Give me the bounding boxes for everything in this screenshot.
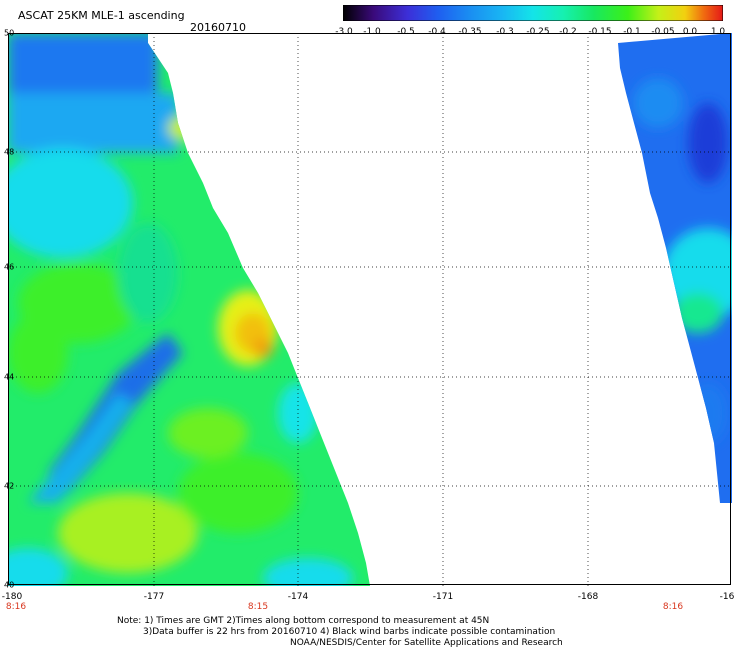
product-title: ASCAT 25KM MLE-1 ascending	[18, 9, 185, 22]
lon-label: -168	[577, 592, 599, 602]
colorbar-tick: -3.0	[335, 27, 353, 37]
colorbar-tick: -0.3	[496, 27, 514, 37]
colorbar-tick: -1.0	[363, 27, 381, 37]
lon-label: -16	[719, 592, 735, 602]
lat-label: 44	[4, 372, 15, 382]
colorbar-tick: -0.1	[623, 27, 641, 37]
colorbar	[343, 5, 723, 21]
colorbar-tick: -0.25	[526, 27, 550, 37]
note-line-3: NOAA/NESDIS/Center for Satellite Applica…	[290, 638, 563, 648]
note-line-1: Note: 1) Times are GMT 2)Times along bot…	[117, 616, 490, 626]
colorbar-tick: -0.2	[559, 27, 577, 37]
time-label: 8:16	[5, 602, 27, 612]
time-label: 8:16	[662, 602, 684, 612]
lat-label: 40	[4, 580, 15, 590]
left-swath	[8, 33, 370, 586]
lat-label: 50	[4, 28, 15, 38]
time-label: 8:15	[247, 602, 269, 612]
wind-map	[8, 33, 732, 586]
colorbar-tick: 0.0	[682, 27, 698, 37]
lon-label: -171	[432, 592, 454, 602]
lat-label: 48	[4, 147, 15, 157]
right-swath	[618, 33, 732, 503]
colorbar-tick: -0.15	[588, 27, 612, 37]
lat-label: 42	[4, 481, 15, 491]
lon-label: -177	[143, 592, 165, 602]
lon-label: -174	[287, 592, 309, 602]
colorbar-tick: -0.35	[458, 27, 482, 37]
lon-label: -180	[1, 592, 23, 602]
colorbar-tick: 1.0	[710, 27, 726, 37]
colorbar-tick: -0.4	[428, 27, 446, 37]
product-date: 20160710	[190, 21, 246, 34]
note-line-2: 3)Data buffer is 22 hrs from 20160710 4)…	[143, 627, 556, 637]
colorbar-tick: -0.5	[397, 27, 415, 37]
colorbar-tick: -0.05	[651, 27, 675, 37]
lat-label: 46	[4, 262, 15, 272]
lat-lon-grid	[8, 33, 732, 586]
